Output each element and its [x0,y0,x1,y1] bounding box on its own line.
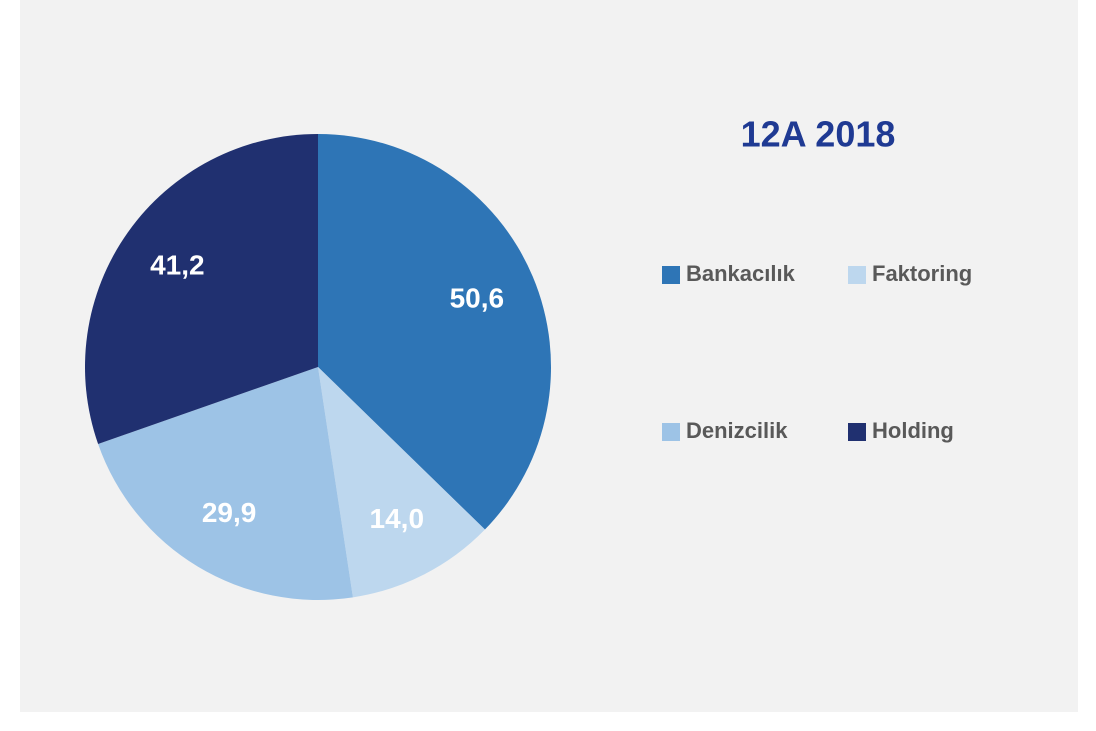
data-label: 29,9 [202,497,257,528]
legend-label: Faktoring [872,261,972,286]
legend-swatch [848,423,866,441]
legend-swatch [848,266,866,284]
legend-swatch [662,423,680,441]
data-label: 14,0 [370,503,425,534]
data-label: 50,6 [450,282,505,313]
pie-slice [318,134,552,530]
data-label: 41,2 [150,250,205,281]
chart-title: 12A 2018 [741,114,896,155]
pie-slice [98,367,353,600]
legend-swatch [662,266,680,284]
pie-slice [318,367,485,598]
legend-label: Bankacılık [686,261,796,286]
legend-label: Denizcilik [686,418,788,443]
pie-slice [84,134,318,445]
legend-label: Holding [872,418,954,443]
